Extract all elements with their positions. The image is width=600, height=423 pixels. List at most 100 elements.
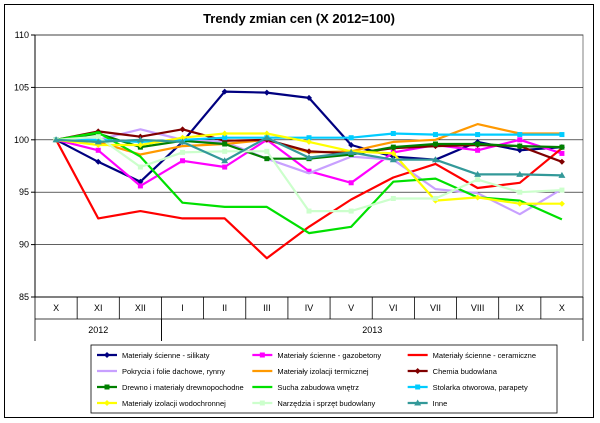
- legend-marker: [104, 352, 110, 358]
- legend-entry: Sucha zabudowa wnętrz: [252, 383, 359, 392]
- legend-marker: [104, 384, 110, 390]
- data-point: [559, 150, 565, 156]
- legend-label: Pokrycia i folie dachowe, rynny: [122, 367, 225, 376]
- data-point: [347, 148, 355, 155]
- data-point: [390, 144, 396, 150]
- legend-box: [90, 344, 558, 414]
- data-point: [474, 194, 481, 201]
- data-point: [180, 149, 186, 155]
- data-point: [263, 134, 271, 141]
- legend-entry: Stolarka otworowa, parapety: [407, 383, 528, 392]
- data-point: [559, 132, 565, 138]
- data-point: [264, 156, 270, 162]
- legend-label: Materiały izolacji wodochronnej: [122, 399, 226, 408]
- y-tick-label: 105: [14, 82, 29, 92]
- x-tick-label: VII: [430, 303, 441, 313]
- x-tick-label: VIII: [471, 303, 485, 313]
- data-point: [559, 187, 565, 193]
- legend-label: Stolarka otworowa, parapety: [433, 383, 528, 392]
- data-point: [137, 183, 143, 189]
- data-point: [559, 144, 565, 150]
- plot-background: [34, 34, 584, 298]
- data-point: [137, 164, 143, 170]
- data-point: [475, 177, 481, 183]
- x-tick-label: III: [263, 303, 271, 313]
- y-tick-label: 85: [19, 292, 29, 302]
- x-tick-label: IX: [516, 303, 525, 313]
- data-point: [517, 137, 523, 143]
- data-point: [390, 150, 397, 157]
- data-point: [95, 147, 101, 153]
- data-point: [306, 148, 312, 155]
- legend-entry: Inne: [407, 399, 447, 408]
- x-tick-label: VI: [389, 303, 398, 313]
- x-tick-label: X: [559, 303, 565, 313]
- y-tick-label: 95: [19, 187, 29, 197]
- data-point: [516, 170, 524, 177]
- data-point: [431, 156, 439, 163]
- legend-marker: [259, 352, 265, 358]
- legend-entry: Materiały izolacji wodochronnej: [97, 399, 226, 408]
- data-point: [137, 142, 144, 149]
- x-tick-label: V: [348, 303, 354, 313]
- data-point: [432, 195, 438, 201]
- data-point: [179, 138, 187, 145]
- x-tick-label: XII: [135, 303, 146, 313]
- legend-label: Materiały ścienne - gazobetony: [277, 351, 381, 360]
- legend-label: Materiały ścienne - ceramiczne: [433, 351, 536, 360]
- legend-marker: [414, 368, 421, 374]
- data-point: [517, 132, 523, 138]
- legend-entry: Pokrycia i folie dachowe, rynny: [97, 367, 225, 376]
- data-point: [95, 158, 102, 165]
- legend-label: Chemia budowlana: [433, 367, 498, 376]
- legend-label: Materiały ścienne - silikaty: [122, 351, 210, 360]
- data-point: [306, 168, 312, 174]
- data-point: [432, 132, 438, 138]
- data-point: [390, 195, 396, 201]
- data-point: [306, 94, 312, 101]
- legend-entry: Drewno i materiały drewnopochodne: [97, 383, 244, 392]
- legend-marker: [259, 400, 265, 406]
- legend-entry: Materiały ścienne - silikaty: [97, 351, 210, 360]
- data-point: [263, 130, 270, 137]
- x-tick-label: X: [53, 303, 59, 313]
- data-point: [222, 135, 228, 141]
- x-tick-label: IV: [305, 303, 314, 313]
- data-point: [475, 132, 481, 138]
- series-lines: [52, 88, 566, 260]
- data-point: [136, 136, 144, 143]
- x-tick-label: XI: [94, 303, 103, 313]
- year-group-label: 2013: [362, 325, 382, 335]
- chart-frame: 85 90 95 100 105 110 X XI XII I II III IV V VI VII VIII I…: [4, 4, 594, 418]
- x-tick-label: II: [222, 303, 227, 313]
- legend-entry: Narzędzia i sprzęt budowlany: [252, 399, 376, 408]
- series-12: [52, 134, 566, 178]
- data-point: [558, 171, 566, 178]
- data-point: [475, 147, 481, 153]
- legend-entry: Materiały izolacji termicznej: [252, 367, 369, 376]
- data-point: [221, 88, 228, 95]
- data-point: [179, 134, 186, 141]
- year-group-label: 2012: [88, 325, 108, 335]
- legend-entry: Materiały ścienne - gazobetony: [252, 351, 381, 360]
- data-point: [306, 138, 312, 145]
- data-point: [475, 141, 481, 147]
- legend-label: Sucha zabudowa wnętrz: [277, 383, 359, 392]
- data-point: [222, 148, 228, 154]
- data-point: [52, 136, 60, 143]
- data-point: [180, 158, 186, 164]
- data-point: [558, 158, 565, 165]
- y-tick-label: 90: [19, 240, 29, 250]
- data-point: [95, 134, 101, 140]
- data-point: [263, 89, 270, 96]
- legend-marker: [415, 384, 421, 390]
- data-point: [517, 143, 523, 149]
- data-point: [348, 208, 354, 214]
- data-point: [222, 164, 228, 170]
- data-point: [389, 156, 397, 163]
- plot-area: [34, 34, 584, 298]
- data-point: [306, 208, 312, 214]
- data-point: [348, 142, 355, 149]
